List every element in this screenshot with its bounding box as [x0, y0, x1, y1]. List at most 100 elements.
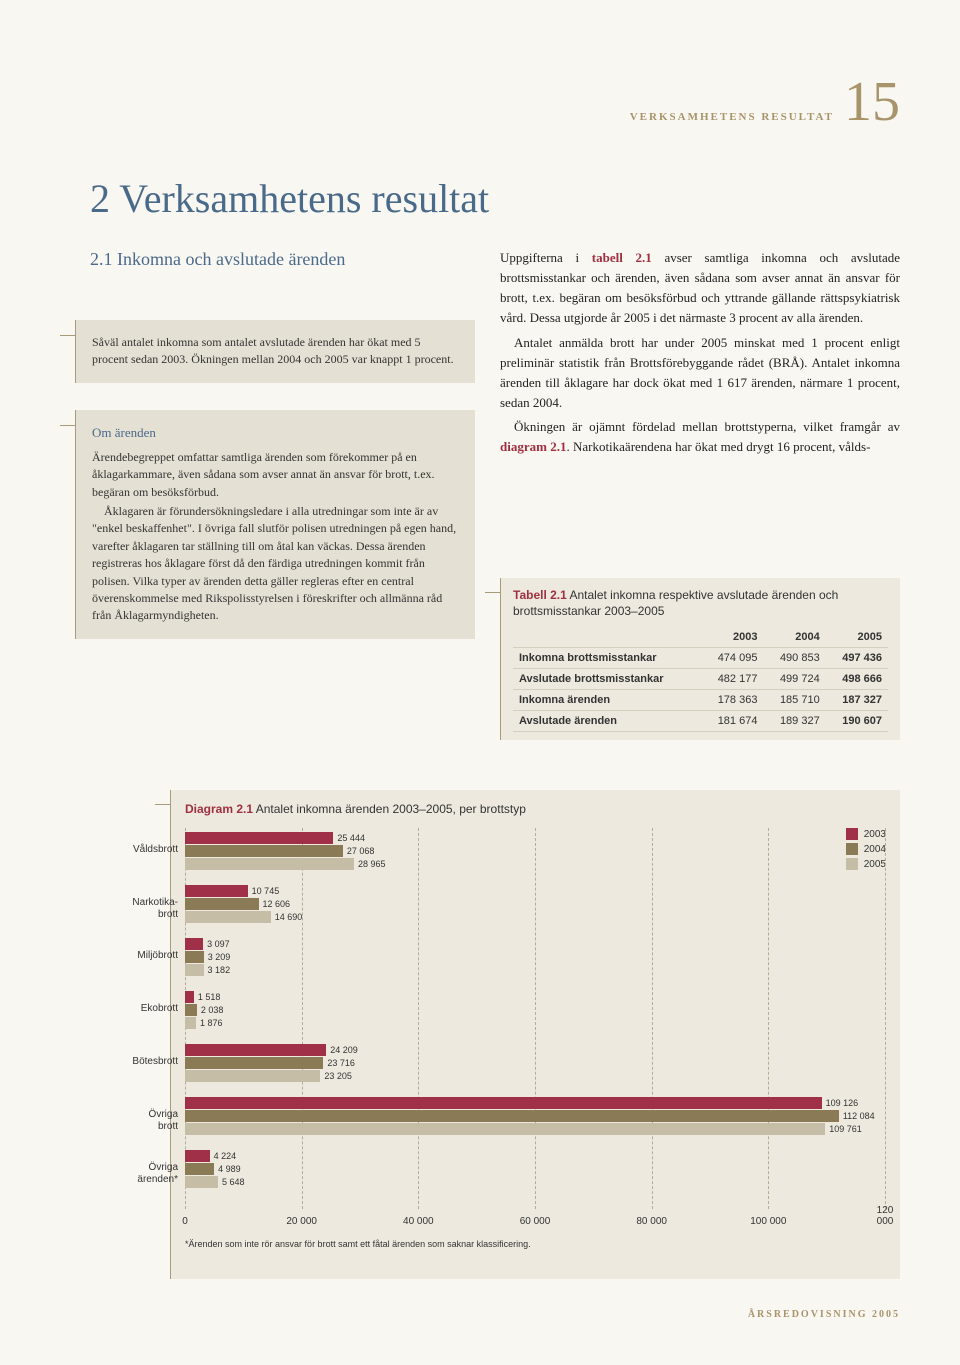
bar — [185, 1163, 214, 1175]
cell: 178 363 — [701, 690, 763, 711]
cell: 181 674 — [701, 711, 763, 732]
page-header: VERKSAMHETENS RESULTAT 15 — [630, 70, 900, 134]
section-heading: 2.1 Inkomna och avslutade ärenden — [90, 248, 345, 271]
bar-value-label: 3 182 — [208, 965, 231, 975]
tick-mark — [60, 425, 75, 426]
row-label: Avslutade ärenden — [513, 711, 701, 732]
info-box-heading: Om ärenden — [92, 424, 459, 443]
bar-value-label: 14 690 — [275, 912, 303, 922]
bar — [185, 832, 333, 844]
table-row: Inkomna ärenden178 363185 710187 327 — [513, 690, 888, 711]
footer-text: ÅRSREDOVISNING 2005 — [748, 1309, 900, 1320]
chart-footnote: *Ärenden som inte rör ansvar för brott s… — [185, 1239, 886, 1249]
x-axis-label: 20 000 — [286, 1216, 317, 1227]
body-p1: Uppgifterna i tabell 2.1 avser samtliga … — [500, 248, 900, 329]
bar — [185, 1004, 197, 1016]
table-row: Avslutade brottsmisstankar482 177499 724… — [513, 669, 888, 690]
col-2004: 2004 — [763, 627, 825, 648]
bar — [185, 845, 343, 857]
bar — [185, 1150, 210, 1162]
gridline — [535, 828, 536, 1209]
cell: 498 666 — [826, 669, 888, 690]
bar-value-label: 4 224 — [214, 1151, 237, 1161]
section-text: Inkomna och avslutade ärenden — [117, 249, 345, 269]
bar — [185, 1070, 320, 1082]
legend-item: 2005 — [846, 858, 886, 870]
info-box-p2: Åklagaren är förundersökningsledare i al… — [92, 503, 459, 625]
chart-title: Diagram 2.1 Antalet inkomna ärenden 2003… — [185, 802, 886, 816]
chart-num: Diagram 2.1 — [185, 802, 253, 816]
diagram-2-1: Diagram 2.1 Antalet inkomna ärenden 2003… — [170, 790, 900, 1279]
x-axis-label: 80 000 — [636, 1216, 667, 1227]
gridline — [418, 828, 419, 1209]
row-label: Inkomna ärenden — [513, 690, 701, 711]
diagram-ref: diagram 2.1 — [500, 439, 566, 454]
col-2003: 2003 — [701, 627, 763, 648]
bar — [185, 885, 248, 897]
summary-box: Såväl antalet inkomna som antalet avslut… — [75, 320, 475, 383]
bar-value-label: 25 444 — [337, 833, 365, 843]
legend-item: 2003 — [846, 828, 886, 840]
cell: 499 724 — [763, 669, 825, 690]
bar — [185, 1110, 839, 1122]
table-header-row: 2003 2004 2005 — [513, 627, 888, 648]
cell: 189 327 — [763, 711, 825, 732]
category-label: Ekobrott — [90, 1003, 178, 1015]
chart-area: 200320042005 020 00040 00060 00080 00010… — [185, 828, 886, 1233]
legend-swatch — [846, 858, 858, 870]
summary-text: Såväl antalet inkomna som antalet avslut… — [92, 335, 454, 366]
bar-value-label: 109 761 — [829, 1124, 862, 1134]
body-p3: Ökningen är ojämnt fördelad mellan brott… — [500, 417, 900, 457]
gridline — [768, 828, 769, 1209]
x-axis-label: 120 000 — [877, 1205, 894, 1227]
bar-value-label: 3 097 — [207, 939, 230, 949]
x-axis-label: 0 — [182, 1216, 188, 1227]
main-title: 2 Verksamhetens resultat — [90, 175, 489, 222]
bar-value-label: 23 716 — [327, 1058, 355, 1068]
gridline — [302, 828, 303, 1209]
bar-value-label: 4 989 — [218, 1164, 241, 1174]
bar — [185, 1097, 822, 1109]
legend-label: 2003 — [864, 829, 886, 840]
table-title: Tabell 2.1 Antalet inkomna respektive av… — [513, 588, 888, 619]
category-label: Övrigabrott — [90, 1109, 178, 1133]
bar-value-label: 27 068 — [347, 846, 375, 856]
cell: 497 436 — [826, 648, 888, 669]
bar — [185, 1176, 218, 1188]
section-num: 2.1 — [90, 249, 113, 269]
bar-value-label: 2 038 — [201, 1005, 224, 1015]
gridline — [652, 828, 653, 1209]
table-row: Inkomna brottsmisstankar474 095490 85349… — [513, 648, 888, 669]
cell: 187 327 — [826, 690, 888, 711]
bar-value-label: 112 084 — [843, 1111, 875, 1121]
header-label: VERKSAMHETENS RESULTAT — [630, 111, 834, 123]
tick-mark — [60, 335, 75, 336]
body-text: Uppgifterna i tabell 2.1 avser samtliga … — [500, 248, 900, 461]
bar-value-label: 1 518 — [198, 992, 221, 1002]
bar — [185, 1044, 326, 1056]
cell: 490 853 — [763, 648, 825, 669]
bar-value-label: 5 648 — [222, 1177, 245, 1187]
tick-mark — [155, 804, 170, 805]
bar — [185, 938, 203, 950]
table-ref: tabell 2.1 — [592, 250, 652, 265]
row-label: Inkomna brottsmisstankar — [513, 648, 701, 669]
bar-value-label: 109 126 — [826, 1098, 859, 1108]
category-label: Miljöbrott — [90, 950, 178, 962]
x-axis-label: 100 000 — [750, 1216, 786, 1227]
bar — [185, 1057, 323, 1069]
category-label: Våldsbrott — [90, 844, 178, 856]
category-label: Övrigaärenden* — [90, 1162, 178, 1186]
bar-value-label: 24 209 — [330, 1045, 358, 1055]
bar-value-label: 28 965 — [358, 859, 386, 869]
bar — [185, 951, 204, 963]
legend-label: 2005 — [864, 859, 886, 870]
x-axis-label: 40 000 — [403, 1216, 434, 1227]
bar — [185, 898, 259, 910]
cell: 185 710 — [763, 690, 825, 711]
table-2-1: Tabell 2.1 Antalet inkomna respektive av… — [500, 578, 900, 740]
legend-label: 2004 — [864, 844, 886, 855]
table-num: Tabell 2.1 — [513, 588, 567, 602]
legend-swatch — [846, 828, 858, 840]
category-label: Bötesbrott — [90, 1056, 178, 1068]
